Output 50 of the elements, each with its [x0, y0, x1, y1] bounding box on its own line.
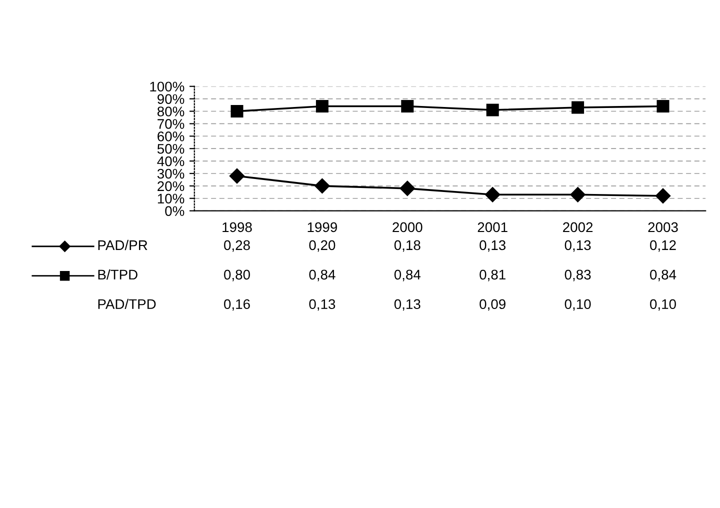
- text: 0,16: [224, 299, 250, 311]
- point: [655, 188, 671, 204]
- point: [656, 100, 670, 113]
- point: [486, 104, 499, 116]
- y-tick-label: 100%: [150, 82, 184, 92]
- x-tick-label: 2003: [648, 222, 678, 232]
- legend-label: PAD/PR: [98, 240, 148, 250]
- y-tick-label: 50%: [157, 144, 184, 154]
- text: 0,10: [650, 299, 676, 311]
- y-tick-label: 80%: [157, 106, 184, 116]
- y-tick-label: 20%: [158, 181, 184, 192]
- data-label: 0,18: [394, 240, 420, 252]
- data-label: 0,83: [564, 270, 591, 282]
- x-tick-label: 2001: [478, 222, 508, 232]
- point: [485, 187, 500, 202]
- y-tick-label: 30%: [157, 168, 184, 179]
- y-tick-label: 0%: [165, 206, 184, 216]
- point: [401, 100, 414, 113]
- x-tick-label: 2002: [563, 222, 593, 232]
- y-tick-label: 70%: [158, 119, 184, 129]
- data-label: 0,84: [650, 270, 676, 282]
- point: [400, 180, 415, 196]
- y-tick-label: 10%: [158, 194, 184, 204]
- text: 0,13: [394, 299, 420, 311]
- point: [572, 101, 584, 114]
- text: PAD/TPD: [98, 298, 156, 310]
- data-label: 0,12: [650, 240, 676, 252]
- x-tick-label: 1999: [308, 222, 337, 232]
- x-tick-label: 2000: [392, 222, 422, 232]
- point: [570, 187, 586, 202]
- data-label: 0,84: [394, 270, 421, 282]
- text: 0,13: [309, 299, 336, 311]
- data-label: 0,28: [224, 240, 250, 252]
- data-label: 0,81: [480, 270, 506, 282]
- point: [229, 168, 245, 184]
- x-tick-label: 1998: [222, 222, 252, 232]
- y-tick-label: 60%: [158, 131, 184, 142]
- legend-label: B/TPD: [98, 269, 138, 280]
- data-label: 0,13: [564, 240, 591, 252]
- data-label: 0,84: [309, 270, 336, 282]
- point: [316, 100, 328, 113]
- text: 0,09: [480, 299, 506, 311]
- text: 0,10: [564, 299, 591, 311]
- point: [230, 105, 244, 118]
- point: [314, 178, 330, 194]
- y-tick-label: 40%: [157, 156, 184, 166]
- y-tick-label: 90%: [158, 94, 184, 104]
- data-label: 0,20: [309, 240, 336, 252]
- data-label: 0,80: [224, 270, 250, 282]
- data-label: 0,13: [480, 240, 506, 252]
